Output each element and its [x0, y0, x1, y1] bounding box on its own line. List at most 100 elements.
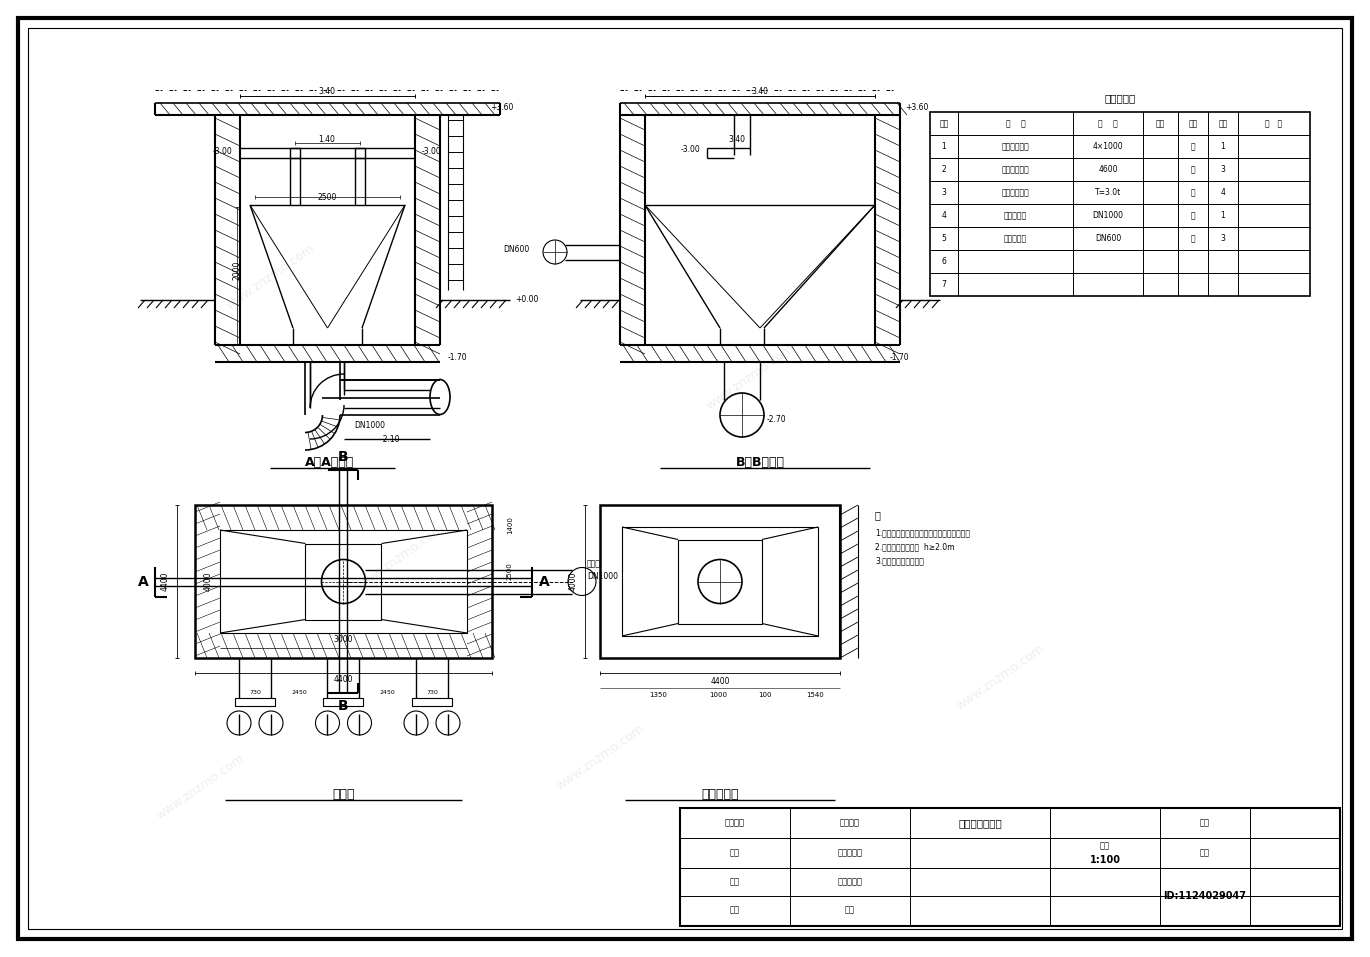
Text: 4000: 4000 — [569, 571, 578, 591]
Text: 1:100: 1:100 — [1089, 855, 1121, 865]
Text: -2.70: -2.70 — [767, 415, 786, 425]
Text: 6: 6 — [941, 257, 947, 266]
Text: -3.00: -3.00 — [681, 145, 700, 154]
Text: 4000: 4000 — [204, 571, 212, 591]
Text: ID:1124029047: ID:1124029047 — [1163, 891, 1247, 901]
Text: T=3.0t: T=3.0t — [1095, 188, 1121, 197]
Text: B: B — [338, 450, 349, 464]
Text: 3: 3 — [941, 188, 947, 197]
Bar — [236, 698, 275, 706]
Text: A: A — [538, 574, 549, 589]
Text: 3000: 3000 — [334, 635, 353, 644]
Text: 3.结构见结构施工图。: 3.结构见结构施工图。 — [875, 557, 923, 566]
Text: 4400: 4400 — [160, 571, 170, 591]
Text: 2000: 2000 — [233, 260, 241, 279]
Text: 主要设备表: 主要设备表 — [1104, 93, 1136, 103]
Text: B－B剔面图: B－B剔面图 — [736, 456, 785, 470]
Text: 项目负责人: 项目负责人 — [837, 878, 863, 886]
Text: 2: 2 — [941, 165, 947, 174]
Text: 图名: 图名 — [1200, 818, 1210, 828]
Text: A: A — [137, 574, 148, 589]
Text: 100: 100 — [758, 692, 771, 698]
Text: 平板止水橡皮: 平板止水橡皮 — [1001, 188, 1029, 197]
Text: 4: 4 — [1221, 188, 1225, 197]
Text: 单位: 单位 — [1188, 119, 1197, 128]
Bar — [680, 808, 1340, 926]
Bar — [306, 544, 381, 619]
Text: 数量: 数量 — [1218, 119, 1228, 128]
Text: www.znzmo.com: www.znzmo.com — [954, 641, 1047, 712]
Bar — [221, 530, 467, 633]
Text: 1: 1 — [941, 142, 947, 151]
Text: B: B — [338, 699, 349, 713]
Text: 材料: 材料 — [1156, 119, 1164, 128]
Text: 3.40: 3.40 — [729, 136, 745, 145]
Text: -1.70: -1.70 — [890, 353, 910, 363]
Text: 2450: 2450 — [379, 691, 396, 696]
Text: www.znzmo.com: www.znzmo.com — [153, 751, 247, 822]
Bar — [323, 698, 363, 706]
Bar — [930, 112, 1310, 296]
Text: 1540: 1540 — [806, 692, 823, 698]
Text: 制图: 制图 — [730, 905, 740, 915]
Text: www.znzmo.com: www.znzmo.com — [223, 241, 316, 312]
Text: -3.00: -3.00 — [422, 147, 441, 157]
Text: +0.00: +0.00 — [515, 296, 538, 304]
Text: 专业负责人: 专业负责人 — [837, 849, 863, 857]
Text: 设计: 设计 — [845, 905, 855, 915]
Text: 套: 套 — [1191, 188, 1195, 197]
Text: 2500: 2500 — [507, 563, 512, 580]
Text: 3.40: 3.40 — [318, 87, 336, 97]
Text: -2.10: -2.10 — [381, 435, 400, 444]
Text: 1400: 1400 — [507, 516, 512, 534]
Text: +3.60: +3.60 — [490, 103, 514, 113]
Text: DN600: DN600 — [1095, 234, 1121, 243]
Text: 2.水泵叶轮节径面图  h≥2.0m: 2.水泵叶轮节径面图 h≥2.0m — [875, 543, 955, 551]
Text: 1350: 1350 — [649, 692, 667, 698]
Text: 3.40: 3.40 — [752, 87, 769, 97]
Text: 4400: 4400 — [334, 676, 353, 684]
Text: 审核: 审核 — [730, 849, 740, 857]
Text: 规    格: 规 格 — [1099, 119, 1118, 128]
Text: 铸铁圆形闸门: 铸铁圆形闸门 — [1001, 165, 1029, 174]
Text: 3: 3 — [1221, 234, 1225, 243]
Text: 7: 7 — [941, 280, 947, 289]
Text: -3.00: -3.00 — [212, 147, 232, 157]
Text: -1.70: -1.70 — [448, 353, 467, 363]
Text: 名    称: 名 称 — [1006, 119, 1025, 128]
Text: 4×1000: 4×1000 — [1093, 142, 1123, 151]
Text: 专业名称: 专业名称 — [840, 818, 860, 828]
Text: 个: 个 — [1191, 165, 1195, 174]
Text: 个: 个 — [1191, 142, 1195, 151]
Text: www.znzmo.com: www.znzmo.com — [703, 342, 796, 412]
Text: 钉管进水管: 钉管进水管 — [1004, 234, 1028, 243]
Text: 铸铁闸板闸门: 铸铁闸板闸门 — [1001, 142, 1029, 151]
Text: 个: 个 — [1191, 211, 1195, 220]
Text: +3.60: +3.60 — [906, 103, 929, 113]
Text: 4: 4 — [941, 211, 947, 220]
Text: 排水管: 排水管 — [586, 559, 601, 568]
Text: 比例: 比例 — [1100, 841, 1110, 851]
Text: 4600: 4600 — [1099, 165, 1118, 174]
Text: 顶层平面图: 顶层平面图 — [701, 789, 738, 802]
Text: 设计单位: 设计单位 — [725, 818, 745, 828]
Text: 1: 1 — [1221, 142, 1225, 151]
Text: www.znzmo.com: www.znzmo.com — [553, 722, 647, 792]
Text: DN1000: DN1000 — [586, 572, 618, 581]
Text: DN600: DN600 — [504, 246, 530, 255]
Text: 配水井工艺详图: 配水井工艺详图 — [958, 818, 1001, 828]
Text: 3: 3 — [1221, 165, 1225, 174]
Text: www.znzmo.com: www.znzmo.com — [353, 522, 447, 592]
Bar — [600, 505, 840, 658]
Text: 2450: 2450 — [292, 691, 307, 696]
Bar — [622, 527, 818, 636]
Bar — [195, 505, 492, 658]
Text: 730: 730 — [249, 691, 260, 696]
Text: 730: 730 — [426, 691, 438, 696]
Text: 1000: 1000 — [710, 692, 727, 698]
Text: DN1000: DN1000 — [1092, 211, 1123, 220]
Text: 平面图: 平面图 — [333, 789, 355, 802]
Bar — [412, 698, 452, 706]
Text: 5: 5 — [941, 234, 947, 243]
Text: 钉管出水管: 钉管出水管 — [1004, 211, 1028, 220]
